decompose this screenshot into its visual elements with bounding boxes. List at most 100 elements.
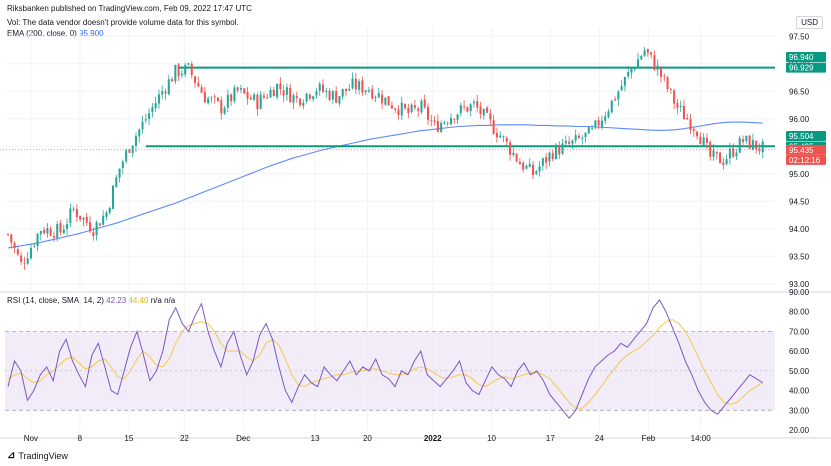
candle-body — [299, 98, 302, 106]
candle-body — [587, 127, 590, 134]
candle-body — [95, 222, 98, 236]
candle-body — [394, 108, 397, 110]
candle-body — [75, 208, 78, 218]
candle-body — [354, 78, 357, 90]
candle-body — [118, 168, 121, 178]
candle-body — [338, 96, 341, 104]
candle-body — [203, 92, 206, 103]
candle-body — [256, 94, 259, 110]
candle-body — [79, 215, 82, 220]
candle-body — [10, 234, 13, 243]
candle-body — [518, 161, 521, 165]
candle-body — [272, 89, 275, 97]
candle-body — [351, 78, 354, 89]
rsi-tick-label: 80.00 — [789, 308, 810, 317]
candle-body — [597, 120, 600, 126]
candle-body — [489, 113, 492, 120]
price-tag-bg — [786, 144, 826, 155]
candle-body — [614, 99, 617, 101]
rsi-legend[interactable]: RSI (14, close, SMA, 14, 2) 42.23 44.40 … — [7, 296, 175, 305]
candle-body — [679, 106, 682, 108]
candle-body — [190, 63, 193, 75]
time-tick-label: Dec — [236, 434, 250, 443]
candle-body — [637, 59, 640, 68]
candle-body — [289, 87, 292, 103]
candle-body — [371, 89, 374, 99]
time-tick-label: 10 — [487, 434, 496, 443]
candle-body — [16, 249, 19, 255]
candle-body — [417, 108, 420, 111]
candle-body — [387, 96, 390, 106]
candle-body — [236, 87, 239, 91]
candle-body — [433, 120, 436, 122]
candle-body — [584, 132, 587, 137]
price-tag-label: 95.435 — [789, 146, 814, 155]
candle-body — [620, 86, 623, 91]
candle-body — [748, 135, 751, 149]
candle-body — [669, 88, 672, 90]
candle-body — [171, 79, 174, 82]
time-tick-label: 20 — [363, 434, 372, 443]
candle-body — [715, 151, 718, 154]
candle-body — [525, 165, 528, 169]
candle-body — [502, 136, 505, 138]
candle-body — [62, 229, 65, 234]
candle-body — [131, 145, 134, 154]
candle-body — [39, 231, 42, 235]
candle-body — [20, 255, 23, 262]
candle-body — [26, 258, 29, 264]
candle-body — [315, 91, 318, 96]
rsi-sma-legend-value: 44.40 — [128, 296, 149, 305]
candle-body — [699, 136, 702, 145]
candle-body — [335, 91, 338, 103]
price-tick-label: 96.50 — [789, 87, 810, 96]
candle-body — [509, 142, 512, 155]
candle-body — [686, 118, 689, 120]
candle-body — [167, 79, 170, 95]
candle-body — [184, 64, 187, 75]
candle-body — [600, 120, 603, 127]
candle-body — [761, 141, 764, 153]
candle-body — [138, 129, 141, 137]
candle-body — [108, 207, 111, 213]
candle-body — [262, 95, 265, 98]
candle-body — [719, 152, 722, 164]
price-tick-label: 94.00 — [789, 225, 810, 234]
candle-body — [492, 120, 495, 134]
rsi-tick-label: 70.00 — [789, 327, 810, 336]
candle-body — [725, 159, 728, 165]
candle-body — [377, 93, 380, 98]
price-tag-bg — [786, 52, 826, 63]
candle-body — [49, 228, 52, 236]
candle-body — [141, 121, 144, 130]
candle-body — [331, 91, 334, 100]
candle-body — [659, 66, 663, 77]
candle-body — [751, 139, 754, 150]
time-tick-label: 24 — [595, 434, 604, 443]
candle-body — [321, 84, 325, 92]
candle-body — [479, 106, 482, 115]
candle-body — [285, 87, 288, 95]
candle-body — [738, 137, 741, 153]
candle-body — [52, 235, 55, 238]
candle-body — [128, 149, 131, 153]
candle-body — [82, 217, 85, 220]
candle-body — [374, 97, 377, 98]
candle-body — [239, 88, 242, 90]
candle-body — [666, 77, 669, 90]
candle-body — [390, 105, 393, 109]
price-tag-label: 96.929 — [789, 64, 814, 73]
ema-legend-label: EMA (200, close, 0) — [7, 29, 77, 38]
candle-body — [361, 80, 364, 93]
rsi-pane — [5, 299, 775, 419]
ema-legend[interactable]: EMA (200, close, 0) 95.900 — [7, 29, 104, 38]
candlestick-layer — [6, 46, 764, 270]
tradingview-logo[interactable]: ⊿ TradingView — [7, 450, 68, 461]
candle-body — [253, 94, 256, 100]
currency-badge[interactable]: USD — [796, 16, 823, 29]
price-tick-label: 97.50 — [789, 32, 810, 41]
candle-body — [358, 81, 361, 90]
time-tick-label: 2022 — [424, 434, 442, 443]
time-tick-label: 8 — [78, 434, 83, 443]
